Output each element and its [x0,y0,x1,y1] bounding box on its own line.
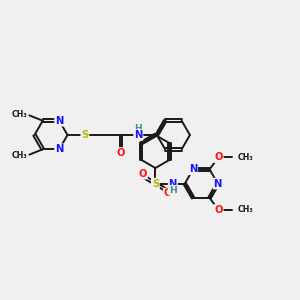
Text: CH₃: CH₃ [12,151,28,160]
Text: CH₃: CH₃ [238,153,253,162]
Text: N: N [189,164,197,174]
Text: S: S [81,130,88,140]
Text: N: N [169,178,177,189]
Text: H: H [169,186,177,195]
Text: O: O [214,152,223,162]
Text: H: H [134,124,142,133]
Text: N: N [134,130,142,140]
Text: CH₃: CH₃ [238,206,253,214]
Text: O: O [117,148,125,158]
Text: S: S [152,178,159,189]
Text: N: N [214,178,222,189]
Text: O: O [164,188,172,199]
Text: CH₃: CH₃ [12,110,28,119]
Text: N: N [55,116,63,126]
Text: O: O [139,169,147,179]
Text: N: N [55,144,63,154]
Text: O: O [214,205,223,215]
